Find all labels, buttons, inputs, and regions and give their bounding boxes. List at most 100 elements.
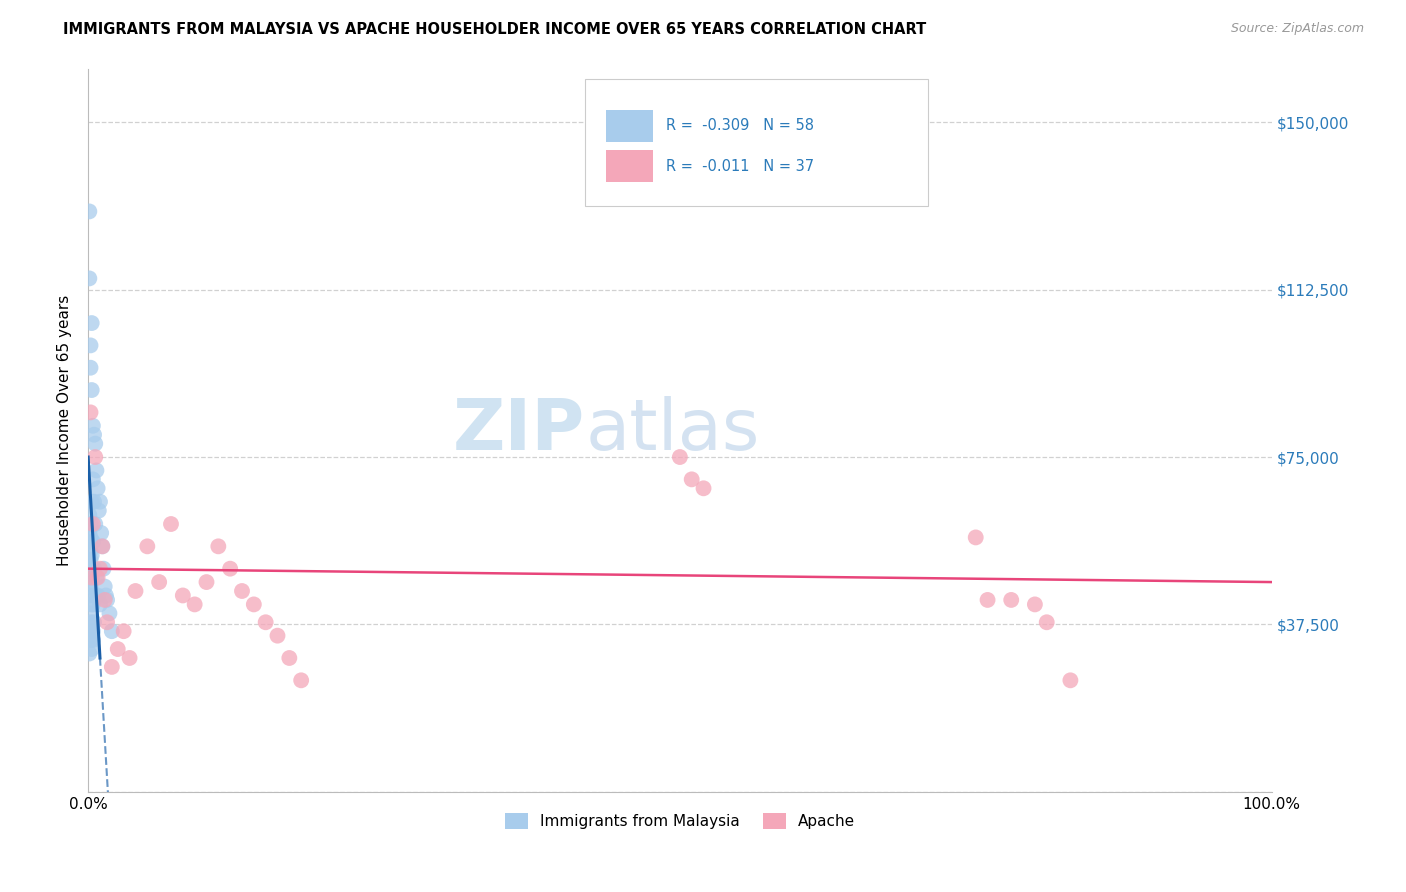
- Point: [266, 629, 288, 643]
- Point: [84, 450, 107, 464]
- Point: [79, 508, 101, 522]
- Point: [79, 553, 101, 567]
- Point: [93, 562, 115, 576]
- Point: [1035, 615, 1057, 630]
- Point: [112, 624, 135, 639]
- Point: [82, 633, 104, 648]
- Point: [160, 516, 183, 531]
- Point: [84, 516, 107, 531]
- Point: [80, 571, 103, 585]
- Text: IMMIGRANTS FROM MALAYSIA VS APACHE HOUSEHOLDER INCOME OVER 65 YEARS CORRELATION : IMMIGRANTS FROM MALAYSIA VS APACHE HOUSE…: [63, 22, 927, 37]
- Point: [84, 589, 107, 603]
- Point: [84, 436, 107, 450]
- Point: [82, 472, 104, 486]
- Text: R =  -0.309   N = 58: R = -0.309 N = 58: [665, 118, 814, 133]
- Point: [79, 589, 101, 603]
- Point: [148, 575, 170, 590]
- Point: [96, 615, 118, 630]
- Point: [290, 673, 312, 688]
- Point: [118, 651, 141, 665]
- Point: [80, 629, 103, 643]
- Point: [79, 204, 101, 219]
- Point: [91, 539, 114, 553]
- Point: [93, 593, 115, 607]
- Point: [79, 553, 101, 567]
- Point: [86, 481, 108, 495]
- Point: [80, 316, 103, 330]
- Text: ZIP: ZIP: [453, 396, 585, 465]
- Point: [1000, 593, 1022, 607]
- FancyBboxPatch shape: [585, 79, 928, 206]
- Point: [79, 271, 101, 285]
- Point: [89, 598, 111, 612]
- Point: [79, 516, 101, 531]
- Point: [79, 360, 101, 375]
- Point: [243, 598, 266, 612]
- Point: [86, 571, 108, 585]
- Point: [79, 530, 101, 544]
- Text: Source: ZipAtlas.com: Source: ZipAtlas.com: [1230, 22, 1364, 36]
- Point: [965, 530, 987, 544]
- FancyBboxPatch shape: [606, 150, 652, 182]
- Point: [79, 647, 101, 661]
- Point: [101, 660, 124, 674]
- Point: [93, 580, 115, 594]
- Point: [80, 549, 103, 563]
- Point: [195, 575, 218, 590]
- Point: [80, 383, 103, 397]
- Point: [1059, 673, 1081, 688]
- Point: [254, 615, 277, 630]
- Point: [82, 534, 104, 549]
- Point: [83, 562, 105, 576]
- Point: [79, 575, 101, 590]
- FancyBboxPatch shape: [606, 111, 652, 143]
- Point: [98, 607, 121, 621]
- Point: [136, 539, 159, 553]
- Point: [976, 593, 998, 607]
- Point: [83, 615, 105, 630]
- Point: [86, 571, 108, 585]
- Point: [80, 598, 103, 612]
- Point: [219, 562, 242, 576]
- Text: atlas: atlas: [585, 396, 759, 465]
- Point: [86, 463, 108, 477]
- Point: [124, 584, 146, 599]
- Point: [207, 539, 229, 553]
- Point: [79, 615, 101, 630]
- Point: [101, 624, 124, 639]
- Point: [79, 534, 101, 549]
- Point: [87, 503, 110, 517]
- Point: [96, 593, 118, 607]
- Point: [82, 418, 104, 433]
- Point: [79, 405, 101, 419]
- Point: [89, 562, 111, 576]
- Point: [183, 598, 205, 612]
- Point: [80, 620, 103, 634]
- Point: [80, 562, 103, 576]
- Point: [89, 494, 111, 508]
- Point: [90, 525, 112, 540]
- Point: [172, 589, 194, 603]
- Point: [79, 525, 101, 540]
- Point: [669, 450, 692, 464]
- Point: [94, 589, 117, 603]
- Y-axis label: Householder Income Over 65 years: Householder Income Over 65 years: [58, 294, 72, 566]
- Point: [79, 580, 101, 594]
- Point: [278, 651, 301, 665]
- Point: [80, 494, 103, 508]
- Point: [79, 571, 101, 585]
- Point: [79, 544, 101, 558]
- Point: [107, 642, 129, 657]
- Point: [79, 338, 101, 352]
- Point: [1024, 598, 1046, 612]
- Point: [86, 589, 108, 603]
- Point: [79, 633, 101, 648]
- Legend: Immigrants from Malaysia, Apache: Immigrants from Malaysia, Apache: [499, 806, 860, 835]
- Point: [82, 598, 104, 612]
- Point: [231, 584, 253, 599]
- Point: [692, 481, 714, 495]
- Point: [83, 427, 105, 442]
- Point: [80, 642, 103, 657]
- Text: R =  -0.011   N = 37: R = -0.011 N = 37: [665, 159, 814, 174]
- Point: [681, 472, 703, 486]
